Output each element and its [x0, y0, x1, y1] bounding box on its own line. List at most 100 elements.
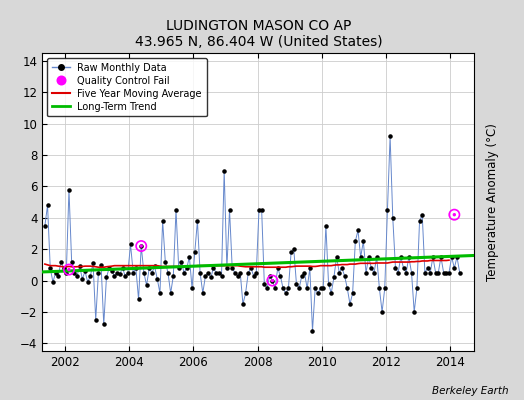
- Point: [68, 258, 76, 265]
- Point: [116, 271, 124, 278]
- Point: [421, 270, 429, 276]
- Point: [225, 207, 234, 213]
- Point: [437, 254, 445, 260]
- Point: [399, 265, 408, 271]
- Point: [81, 268, 89, 274]
- Point: [249, 273, 258, 279]
- Point: [338, 265, 346, 271]
- Point: [260, 280, 268, 287]
- Point: [447, 254, 456, 260]
- Point: [89, 260, 97, 266]
- Point: [193, 218, 202, 224]
- Text: Berkeley Earth: Berkeley Earth: [432, 386, 508, 396]
- Point: [174, 265, 183, 271]
- Point: [453, 254, 461, 260]
- Point: [418, 212, 427, 218]
- Point: [322, 222, 330, 229]
- Point: [450, 265, 458, 271]
- Point: [354, 227, 362, 234]
- Point: [268, 277, 277, 284]
- Point: [110, 273, 118, 279]
- Point: [140, 270, 148, 276]
- Point: [217, 273, 226, 279]
- Point: [305, 265, 314, 271]
- Point: [177, 258, 185, 265]
- Point: [257, 207, 266, 213]
- Point: [134, 296, 143, 302]
- Point: [206, 274, 215, 281]
- Point: [391, 265, 400, 271]
- Point: [397, 254, 405, 260]
- Point: [233, 273, 242, 279]
- Point: [75, 263, 84, 270]
- Point: [49, 279, 57, 285]
- Point: [413, 285, 421, 292]
- Point: [70, 270, 79, 276]
- Point: [236, 270, 244, 276]
- Point: [239, 301, 247, 307]
- Point: [290, 246, 298, 252]
- Point: [78, 276, 86, 282]
- Point: [346, 301, 354, 307]
- Point: [298, 273, 306, 279]
- Point: [129, 270, 137, 276]
- Point: [300, 270, 309, 276]
- Point: [145, 265, 154, 271]
- Point: [121, 273, 129, 279]
- Point: [271, 285, 279, 292]
- Point: [94, 270, 103, 276]
- Point: [204, 270, 212, 276]
- Point: [330, 274, 338, 281]
- Point: [426, 270, 434, 276]
- Point: [156, 290, 164, 296]
- Point: [434, 270, 442, 276]
- Point: [359, 238, 367, 244]
- Point: [83, 279, 92, 285]
- Point: [455, 270, 464, 276]
- Point: [431, 270, 440, 276]
- Point: [161, 258, 169, 265]
- Point: [164, 270, 172, 276]
- Point: [231, 270, 239, 276]
- Point: [292, 280, 301, 287]
- Point: [92, 316, 100, 323]
- Point: [100, 321, 108, 328]
- Point: [375, 285, 384, 292]
- Point: [220, 168, 228, 174]
- Point: [201, 273, 210, 279]
- Point: [255, 207, 263, 213]
- Point: [303, 285, 311, 292]
- Point: [252, 270, 260, 276]
- Title: LUDINGTON MASON CO AP
43.965 N, 86.404 W (United States): LUDINGTON MASON CO AP 43.965 N, 86.404 W…: [135, 19, 382, 49]
- Point: [150, 263, 159, 270]
- Point: [365, 254, 373, 260]
- Point: [54, 273, 62, 279]
- Point: [383, 207, 391, 213]
- Point: [223, 265, 231, 271]
- Point: [378, 309, 386, 315]
- Point: [442, 270, 451, 276]
- Point: [266, 273, 274, 279]
- Point: [348, 290, 357, 296]
- Point: [394, 270, 402, 276]
- Point: [113, 270, 122, 276]
- Point: [86, 273, 95, 279]
- Point: [169, 273, 178, 279]
- Point: [281, 290, 290, 296]
- Point: [314, 290, 322, 296]
- Point: [62, 270, 71, 276]
- Point: [440, 270, 448, 276]
- Point: [209, 265, 217, 271]
- Point: [97, 262, 105, 268]
- Point: [65, 266, 73, 273]
- Point: [370, 270, 378, 276]
- Point: [450, 212, 458, 218]
- Point: [356, 254, 365, 260]
- Point: [324, 280, 333, 287]
- Point: [405, 254, 413, 260]
- Point: [263, 285, 271, 292]
- Point: [212, 270, 220, 276]
- Point: [247, 265, 255, 271]
- Point: [185, 254, 193, 260]
- Point: [276, 273, 285, 279]
